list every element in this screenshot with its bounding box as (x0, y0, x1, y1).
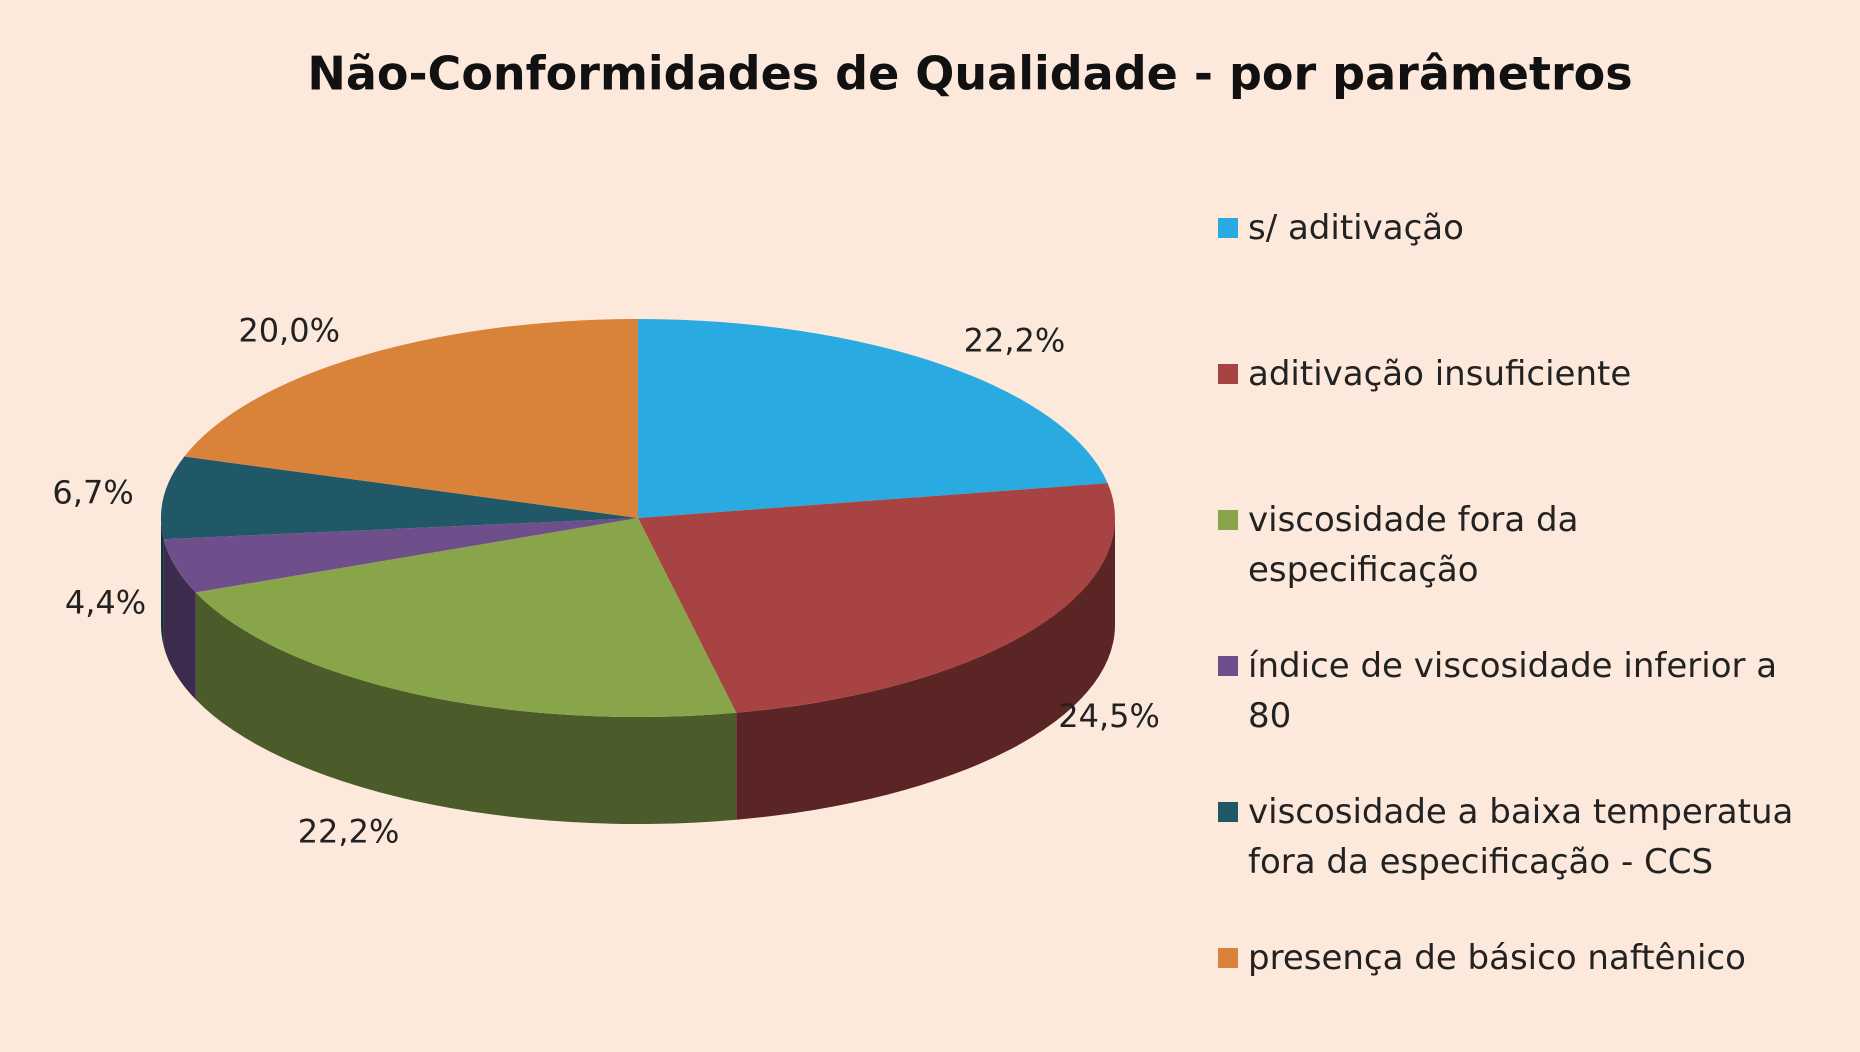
slice-side (195, 592, 737, 824)
legend-label: viscosidade fora da especificação (1248, 500, 1579, 590)
legend-swatch (1218, 510, 1238, 530)
slice (195, 518, 737, 717)
data-label: 20,0% (238, 312, 340, 350)
legend-item: viscosidade a baixa temperatua fora da e… (1218, 787, 1798, 887)
data-label: 6,7% (52, 473, 133, 511)
legend-label: presença de básico naftênico (1248, 938, 1746, 978)
legend-label: aditivação insuficiente (1248, 354, 1632, 394)
slice-side (161, 518, 164, 647)
legend-item: viscosidade fora da especificação (1218, 495, 1798, 595)
slice (638, 319, 1108, 518)
legend-item: s/ aditivação (1218, 203, 1798, 253)
legend-swatch (1218, 802, 1238, 822)
legend-swatch (1218, 948, 1238, 968)
data-label: 22,2% (298, 812, 400, 850)
slice-side (736, 518, 1115, 820)
legend-item: índice de viscosidade inferior a 80 (1218, 641, 1798, 741)
legend-swatch (1218, 218, 1238, 238)
legend-label: índice de viscosidade inferior a 80 (1248, 646, 1778, 736)
legend-label: viscosidade a baixa temperatua fora da e… (1248, 792, 1794, 882)
data-label: 4,4% (65, 584, 146, 622)
legend-label: s/ aditivação (1248, 208, 1464, 248)
legend-item: presença de básico naftênico (1218, 933, 1798, 983)
slice (163, 518, 639, 593)
chart-title: Não-Conformidades de Qualidade - por par… (307, 47, 1632, 101)
slice (184, 319, 638, 518)
data-label: 24,5% (1058, 697, 1160, 735)
legend-swatch (1218, 364, 1238, 384)
slice (161, 456, 638, 540)
legend-item: aditivação insuficiente (1218, 349, 1798, 399)
legend-swatch (1218, 656, 1238, 676)
slice-side (163, 539, 196, 700)
data-label: 22,2% (964, 321, 1066, 359)
slice (638, 483, 1115, 713)
